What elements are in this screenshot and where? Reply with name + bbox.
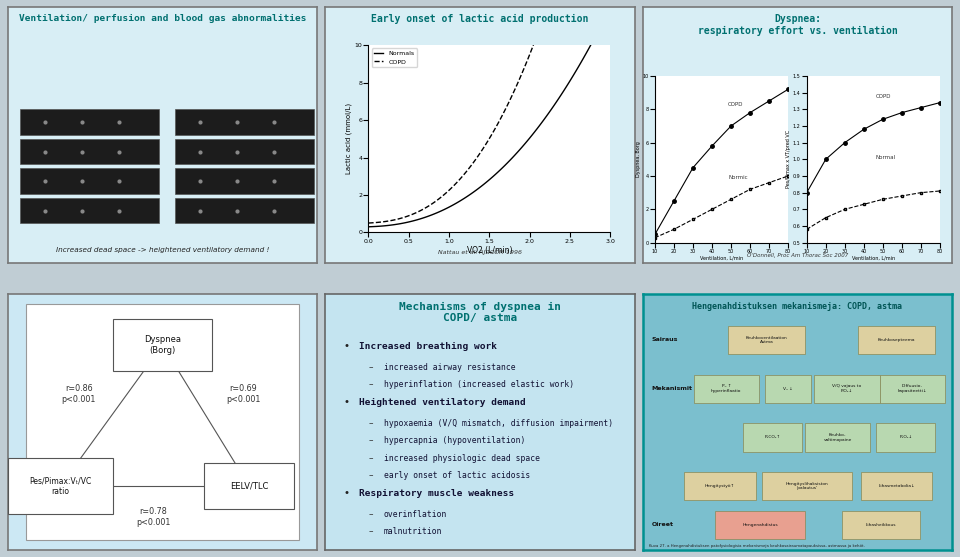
Text: Hengenahdistuksen mekanismeja: COPD, astma: Hengenahdistuksen mekanismeja: COPD, ast… <box>692 301 902 310</box>
Text: Hengenahdistus: Hengenahdistus <box>742 522 779 527</box>
Text: Lihasmetabolia↓: Lihasmetabolia↓ <box>878 484 915 488</box>
Text: Vᵤ ↓: Vᵤ ↓ <box>783 387 793 390</box>
Text: Ventilation/ perfusion and blood gas abnormalities: Ventilation/ perfusion and blood gas abn… <box>19 14 306 23</box>
FancyBboxPatch shape <box>743 423 803 452</box>
Text: Increased dead space -> heightened ventilatory demand !: Increased dead space -> heightened venti… <box>56 247 269 253</box>
Text: –: – <box>369 380 373 389</box>
FancyBboxPatch shape <box>175 168 314 194</box>
Text: Keuhkoventilaation
Astma: Keuhkoventilaation Astma <box>746 336 787 344</box>
Point <box>244 483 255 490</box>
Text: Mechanisms of dyspnea in
COPD/ astma: Mechanisms of dyspnea in COPD/ astma <box>399 301 561 323</box>
Text: Keuhkosepteema: Keuhkosepteema <box>877 338 915 342</box>
Text: •: • <box>344 488 349 498</box>
FancyBboxPatch shape <box>765 375 811 403</box>
Text: r=0.86
p<0.001: r=0.86 p<0.001 <box>61 384 96 404</box>
Text: Oireet: Oireet <box>652 522 674 527</box>
Text: O'Donnell, Proc Am Thorac Soc 2007: O'Donnell, Proc Am Thorac Soc 2007 <box>747 253 848 258</box>
Point <box>244 483 255 490</box>
FancyBboxPatch shape <box>204 463 294 509</box>
Text: Keuhko-
valtimopaine: Keuhko- valtimopaine <box>824 433 852 442</box>
Text: –: – <box>369 436 373 445</box>
FancyBboxPatch shape <box>20 198 159 223</box>
Text: –: – <box>369 419 373 428</box>
Text: •: • <box>344 341 349 351</box>
Line: 2 pts: 2 pts <box>60 345 162 486</box>
Text: V/Q vajaus to
PᵢO₂↓: V/Q vajaus to PᵢO₂↓ <box>832 384 861 393</box>
Text: Diffuusio-
kapasiteetti↓: Diffuusio- kapasiteetti↓ <box>898 384 926 393</box>
FancyBboxPatch shape <box>20 139 159 164</box>
Text: hypercapnia (hypoventilation): hypercapnia (hypoventilation) <box>384 436 525 445</box>
Text: Hengityslihaksiston
'palautus': Hengityslihaksiston 'palautus' <box>785 482 828 491</box>
Text: –: – <box>369 454 373 463</box>
Text: malnutrition: malnutrition <box>384 527 443 536</box>
FancyBboxPatch shape <box>861 472 932 500</box>
Text: –: – <box>369 527 373 536</box>
Text: Mekanismit: Mekanismit <box>652 386 693 391</box>
FancyBboxPatch shape <box>694 375 758 403</box>
Text: Lihasheikkous: Lihasheikkous <box>866 522 897 527</box>
Text: increased airway resistance: increased airway resistance <box>384 363 516 372</box>
Text: –: – <box>369 471 373 480</box>
Text: Pᵤ ↑
hyperinflaatio: Pᵤ ↑ hyperinflaatio <box>711 384 741 393</box>
Text: Heightened ventilatory demand: Heightened ventilatory demand <box>359 398 526 407</box>
Text: Hengitystyö↑: Hengitystyö↑ <box>705 484 735 488</box>
Text: hyperinflation (increased elastic work): hyperinflation (increased elastic work) <box>384 380 574 389</box>
Text: Increased breathing work: Increased breathing work <box>359 342 497 351</box>
Text: overinflation: overinflation <box>384 510 447 519</box>
FancyBboxPatch shape <box>20 168 159 194</box>
FancyBboxPatch shape <box>842 511 920 539</box>
FancyBboxPatch shape <box>805 423 870 452</box>
Text: r=0.78
p<0.001: r=0.78 p<0.001 <box>136 507 171 527</box>
FancyBboxPatch shape <box>175 139 314 164</box>
Text: Kuva 27. a Hengenahdistuksen patofysiologisia mekanismeja keuhkosairaumatapauksi: Kuva 27. a Hengenahdistuksen patofysiolo… <box>649 544 865 548</box>
FancyBboxPatch shape <box>728 326 805 354</box>
FancyBboxPatch shape <box>26 304 299 540</box>
Text: –: – <box>369 510 373 519</box>
Text: Dyspnea
(Borg): Dyspnea (Borg) <box>144 335 181 355</box>
Text: –: – <box>369 363 373 372</box>
Text: PₐO₂↓: PₐO₂↓ <box>900 436 912 439</box>
FancyBboxPatch shape <box>175 198 314 223</box>
FancyBboxPatch shape <box>814 375 879 403</box>
FancyBboxPatch shape <box>876 423 935 452</box>
Text: early onset of lactic acidosis: early onset of lactic acidosis <box>384 471 530 480</box>
FancyBboxPatch shape <box>715 511 805 539</box>
FancyBboxPatch shape <box>684 472 756 500</box>
Text: •: • <box>344 397 349 407</box>
FancyBboxPatch shape <box>8 458 113 515</box>
Text: Sairaus: Sairaus <box>652 338 678 343</box>
Text: Early onset of lactic acid production: Early onset of lactic acid production <box>372 14 588 25</box>
Point <box>156 342 168 349</box>
FancyBboxPatch shape <box>762 472 852 500</box>
Point <box>55 483 66 490</box>
Point <box>156 342 168 349</box>
Text: Nattau et al. AJRCCM 1996: Nattau et al. AJRCCM 1996 <box>438 251 522 256</box>
Text: EELV/TLC: EELV/TLC <box>230 482 269 491</box>
FancyBboxPatch shape <box>879 375 945 403</box>
Text: Respiratory muscle weakness: Respiratory muscle weakness <box>359 488 515 497</box>
Line: 2 pts: 2 pts <box>162 345 250 486</box>
Text: PₐCO₂↑: PₐCO₂↑ <box>764 436 780 439</box>
Text: Pes/Pimax:Vₜ/VC
ratio: Pes/Pimax:Vₜ/VC ratio <box>29 476 91 496</box>
Text: hypoxaemia (V/Q mismatch, diffusion impairment): hypoxaemia (V/Q mismatch, diffusion impa… <box>384 419 613 428</box>
FancyBboxPatch shape <box>858 326 935 354</box>
FancyBboxPatch shape <box>20 109 159 135</box>
FancyBboxPatch shape <box>175 109 314 135</box>
Text: increased physiologic dead space: increased physiologic dead space <box>384 454 540 463</box>
Text: r=0.69
p<0.001: r=0.69 p<0.001 <box>226 384 260 404</box>
Point <box>55 483 66 490</box>
Text: Dyspnea:
respiratory effort vs. ventilation: Dyspnea: respiratory effort vs. ventilat… <box>698 14 898 36</box>
FancyBboxPatch shape <box>113 320 212 371</box>
